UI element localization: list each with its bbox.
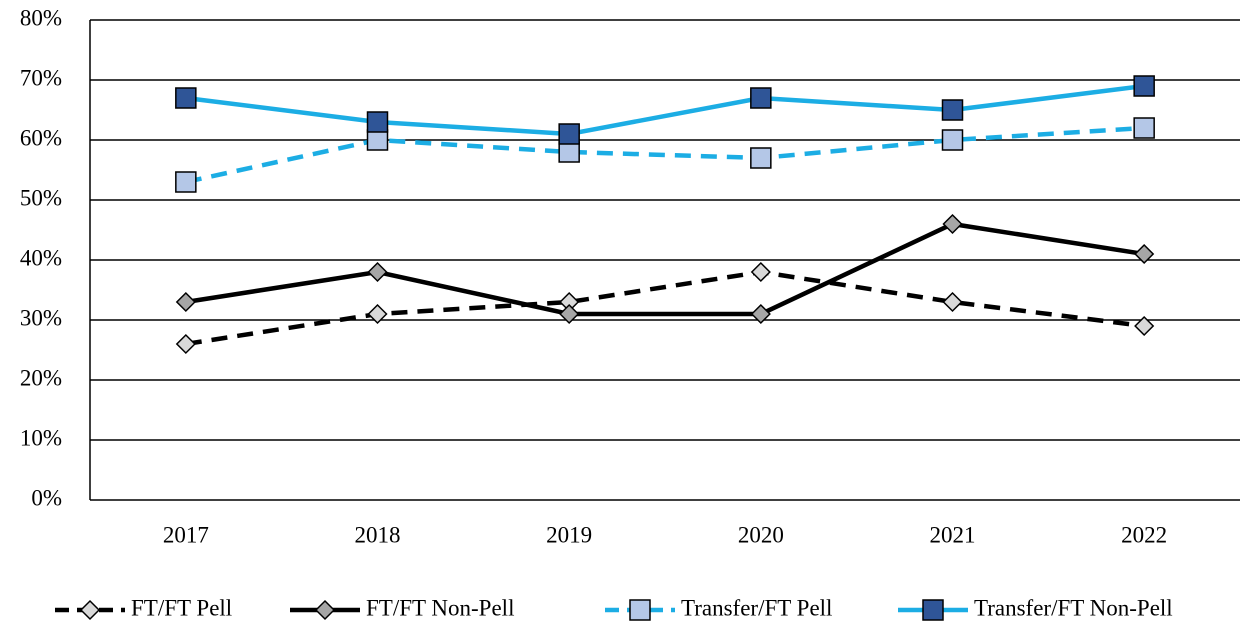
legend-marker xyxy=(629,599,651,621)
y-tick-label: 30% xyxy=(20,305,62,330)
legend-marker xyxy=(79,599,101,621)
data-point xyxy=(366,129,389,151)
data-point xyxy=(175,333,196,355)
data-point xyxy=(942,291,963,313)
y-tick-label: 70% xyxy=(20,65,62,90)
legend-marker xyxy=(922,599,944,621)
data-point xyxy=(366,111,389,133)
legend-label: FT/FT Pell xyxy=(131,595,232,620)
series-line xyxy=(185,269,1145,347)
y-tick-label: 80% xyxy=(20,5,62,30)
data-point xyxy=(1133,117,1155,139)
data-point xyxy=(1133,75,1155,97)
data-point xyxy=(175,87,197,109)
x-tick-label: 2017 xyxy=(163,522,209,547)
series-line xyxy=(185,221,1145,317)
data-point xyxy=(1134,315,1155,337)
y-tick-label: 40% xyxy=(20,245,62,270)
data-point xyxy=(367,303,388,325)
legend-marker xyxy=(314,599,336,621)
series-line xyxy=(185,125,1145,185)
data-point xyxy=(750,303,771,325)
data-point xyxy=(1134,243,1155,265)
data-point xyxy=(941,99,964,121)
legend-label: FT/FT Non-Pell xyxy=(366,595,514,620)
x-tick-label: 2018 xyxy=(355,522,401,547)
data-point xyxy=(559,303,580,325)
y-tick-label: 10% xyxy=(20,425,62,450)
x-tick-label: 2020 xyxy=(738,522,784,547)
data-point xyxy=(941,129,964,151)
x-tick-label: 2022 xyxy=(1121,522,1167,547)
legend-label: Transfer/FT Pell xyxy=(681,595,832,620)
data-point xyxy=(367,261,388,283)
data-point xyxy=(558,123,580,145)
data-point xyxy=(175,291,196,313)
y-tick-label: 0% xyxy=(31,485,62,510)
x-tick-label: 2021 xyxy=(930,522,976,547)
data-point xyxy=(175,171,197,193)
legend-label: Transfer/FT Non-Pell xyxy=(974,595,1173,620)
data-point xyxy=(558,141,580,163)
data-point xyxy=(750,147,772,169)
data-point xyxy=(750,261,771,283)
y-tick-label: 60% xyxy=(20,125,62,150)
series-line xyxy=(185,83,1145,137)
y-tick-label: 50% xyxy=(20,185,62,210)
y-tick-label: 20% xyxy=(20,365,62,390)
x-tick-label: 2019 xyxy=(546,522,592,547)
data-point xyxy=(750,87,772,109)
data-point xyxy=(942,213,963,235)
